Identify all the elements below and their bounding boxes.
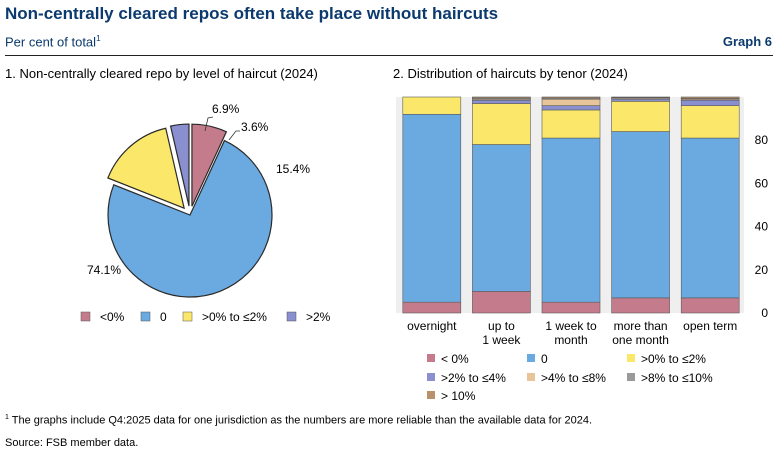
pie-legend-swatch-2 [182,311,193,322]
pie-legend-swatch-0 [80,311,91,322]
bar-segment-0-1 [402,113,462,303]
bar-segment-1-2 [472,103,531,145]
bar-legend-label-1: 0 [541,352,548,366]
pie-leader-line-3 [228,130,240,141]
x-tick-label-1-1: 1 week [482,333,521,347]
header-divider [5,55,773,56]
y-tick-label-0: 0 [761,306,768,320]
bar-segment-1-3 [472,99,531,104]
bar-segment-4-2 [680,105,740,139]
bar-segment-4-3 [680,99,740,106]
bar-segment-3-2 [611,101,670,132]
chart-title: Non-centrally cleared repos often take p… [5,4,499,23]
pie-data-label-1: 74.1% [87,263,121,277]
bar-segment-3-3 [611,98,670,102]
bar-legend-label-5: >8% to ≤10% [641,371,713,385]
footnote-mark: 1 [5,414,9,421]
bar-segment-1-6 [472,96,531,99]
pie-legend-label-1: 0 [160,310,167,324]
bar-segment-3-1 [611,131,670,299]
source-note: Source: FSB member data. [5,437,139,449]
x-tick-label-4-0: open term [683,319,737,333]
bar-segment-2-2 [541,109,601,139]
panel-2-title: 2. Distribution of haircuts by tenor (20… [393,66,628,81]
x-tick-label-2-0: 1 week to [545,319,597,333]
bar-legend-swatch-4 [527,373,535,381]
bar-legend-swatch-2 [627,354,635,362]
bar-segment-4-1 [680,137,740,299]
bar-segment-3-0 [611,297,670,314]
bar-legend-swatch-3 [427,373,435,381]
graph-number-label: Graph 6 [722,34,772,49]
x-tick-label-2-1: month [554,333,587,347]
bar-segment-2-6 [541,96,601,99]
y-tick-label-2: 40 [755,220,769,234]
x-tick-label-0-0: overnight [407,319,457,333]
bar-legend-swatch-6 [427,391,435,399]
bar-segment-0-0 [402,301,462,314]
bar-segment-4-6 [680,96,740,99]
bar-legend-swatch-0 [427,354,435,362]
bar-segment-4-0 [680,297,740,314]
footnote: 1 The graphs include Q4:2025 data for on… [5,414,592,427]
bar-legend-label-2: >0% to ≤2% [641,352,706,366]
subtitle-text: Per cent of total [5,34,97,50]
pie-slice-2 [107,127,185,210]
bar-legend-swatch-1 [527,354,535,362]
y-tick-label-1: 20 [755,263,769,277]
bar-legend-label-4: >4% to ≤8% [541,371,606,385]
bar-segment-2-3 [541,105,601,111]
pie-slice-0 [191,123,228,207]
bar-segment-1-0 [472,291,531,314]
pie-legend-label-3: >2% [306,310,331,324]
pie-slice-1 [107,139,273,298]
bar-segment-2-1 [541,137,601,303]
bar-segment-2-0 [541,301,601,314]
bar-segment-2-4 [541,98,601,106]
pie-legend-swatch-1 [140,311,151,322]
chart-subtitle: Per cent of total1 [5,34,101,49]
pie-legend-label-0: <0% [100,310,125,324]
y-tick-label-3: 60 [755,176,769,190]
pie-legend-swatch-3 [286,311,297,322]
subtitle-footnote-mark: 1 [96,34,101,43]
pie-slice-3 [169,123,190,207]
bar-legend-swatch-5 [627,373,635,381]
pie-data-label-3: 3.6% [241,120,269,134]
footnote-text: The graphs include Q4:2025 data for one … [11,414,593,427]
panel-1-title: 1. Non-centrally cleared repo by level o… [5,66,318,81]
bar-legend-label-3: >2% to ≤4% [441,371,506,385]
pie-legend-label-2: >0% to ≤2% [202,310,267,324]
bar-segment-0-2 [402,96,462,115]
bar-legend-label-0: < 0% [441,352,469,366]
pie-leader-line-0 [204,116,214,132]
x-tick-label-1-0: up to [488,319,515,333]
y-tick-label-4: 80 [755,133,769,147]
pie-data-label-0: 6.9% [212,102,240,116]
bar-legend-label-6: > 10% [441,389,476,403]
pie-data-label-2: 15.4% [276,162,310,176]
bar-segment-1-1 [472,144,531,292]
x-tick-label-3-0: more than [614,319,668,333]
x-tick-label-3-1: one month [612,333,669,347]
